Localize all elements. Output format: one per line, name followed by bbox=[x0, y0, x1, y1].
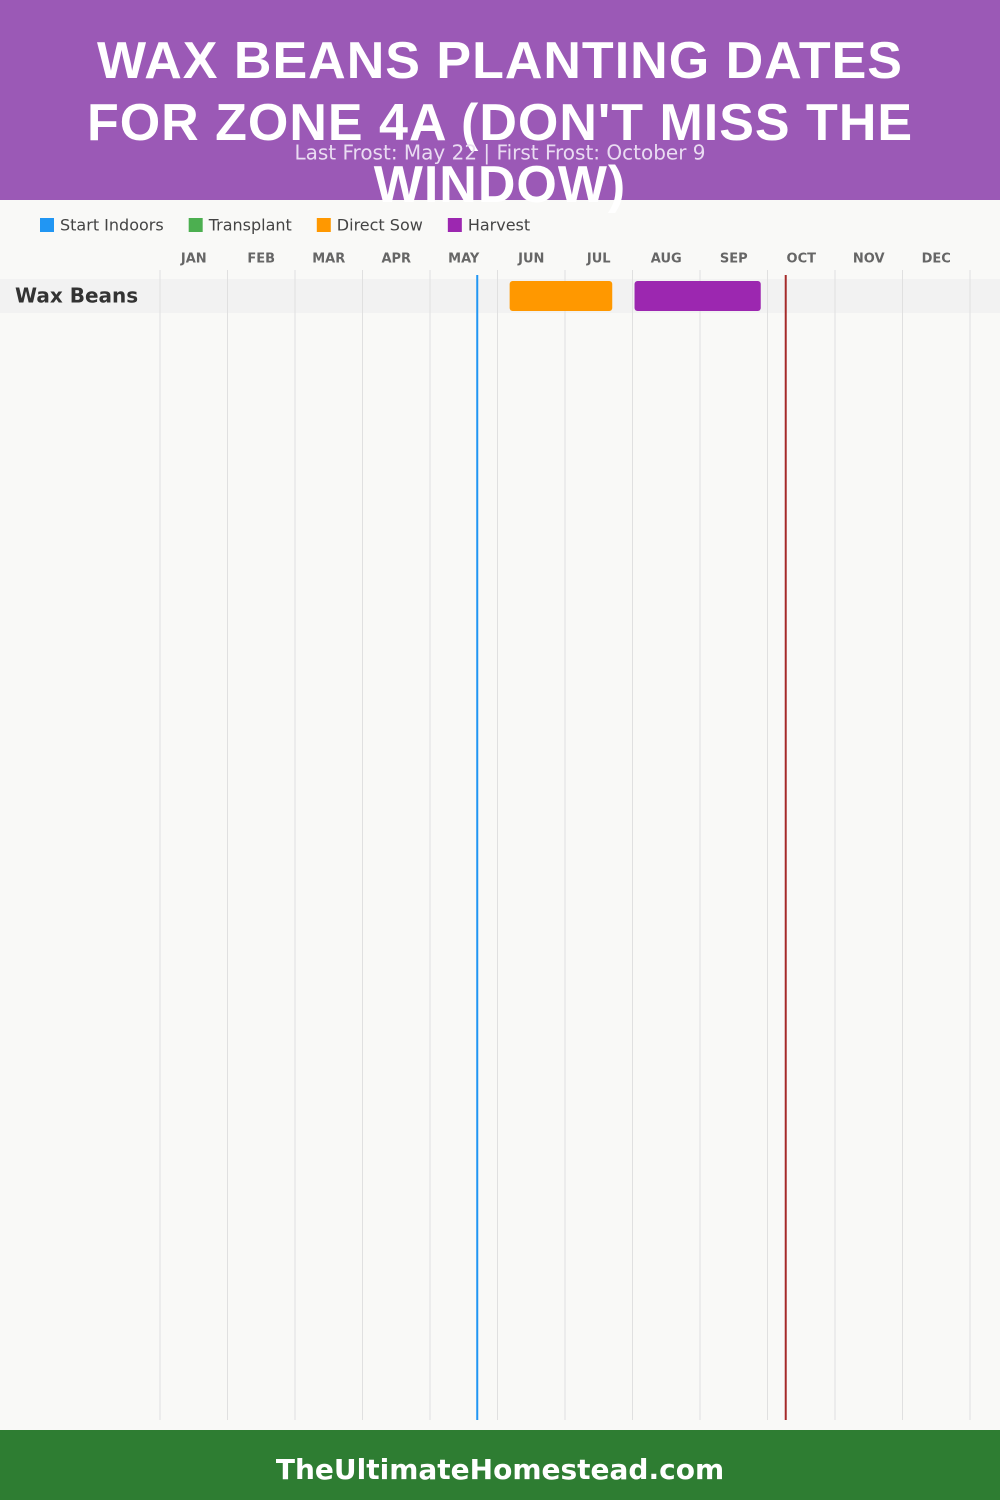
legend-swatch bbox=[188, 218, 203, 232]
row-band bbox=[0, 279, 1000, 313]
bar bbox=[634, 281, 761, 311]
month-label: APR bbox=[381, 252, 411, 267]
month-label: MAY bbox=[448, 252, 480, 267]
legend-label: Transplant bbox=[208, 216, 292, 235]
footer-text: TheUltimateHomestead.com bbox=[276, 1453, 724, 1486]
legend-label: Direct Sow bbox=[337, 216, 423, 235]
month-label: DEC bbox=[922, 252, 951, 267]
month-label: JUL bbox=[586, 252, 611, 267]
month-label: FEB bbox=[247, 252, 275, 267]
month-label: JUN bbox=[517, 252, 544, 267]
month-label: JAN bbox=[180, 252, 207, 267]
row-label: Wax Beans bbox=[15, 284, 138, 308]
legend-label: Start Indoors bbox=[60, 216, 164, 235]
legend-swatch bbox=[447, 218, 462, 232]
month-label: NOV bbox=[853, 252, 885, 267]
legend-swatch bbox=[40, 218, 54, 232]
footer-band bbox=[0, 1430, 1000, 1500]
chart-title: WAX BEANS PLANTING DATES FOR ZONE 4A (DO… bbox=[86, 32, 914, 214]
month-label: OCT bbox=[787, 252, 817, 267]
header-band bbox=[0, 0, 1000, 200]
month-label: MAR bbox=[312, 252, 345, 267]
chart-subtitle: Last Frost: May 22 | First Frost: Octobe… bbox=[294, 141, 705, 165]
subtitle-layer: Last Frost: May 22 | First Frost: Octobe… bbox=[294, 141, 705, 165]
legend-label: Harvest bbox=[468, 216, 530, 235]
month-label: SEP bbox=[720, 252, 748, 267]
bar bbox=[509, 281, 613, 311]
month-label: AUG bbox=[651, 252, 682, 267]
legend-swatch bbox=[316, 218, 331, 232]
